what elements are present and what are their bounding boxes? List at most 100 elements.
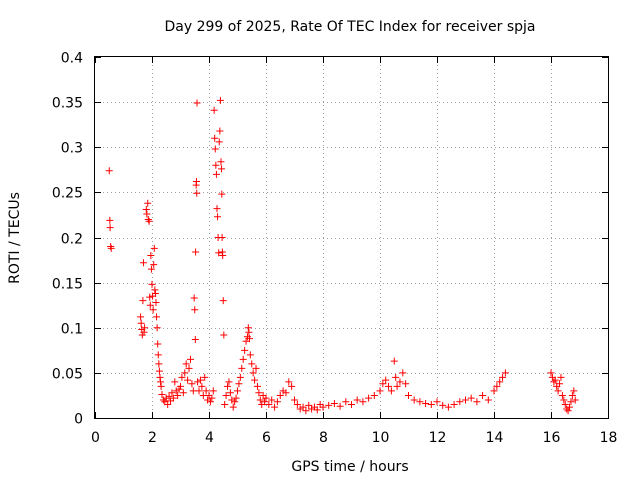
data-point — [229, 403, 237, 411]
chart-title: Day 299 of 2025, Rate Of TEC Index for r… — [164, 19, 535, 35]
data-point — [271, 403, 279, 411]
data-point — [216, 96, 224, 104]
data-point — [276, 391, 284, 399]
y-axis-label: ROTI / TECUs — [7, 192, 23, 284]
data-point — [210, 106, 218, 114]
data-point — [564, 407, 572, 415]
x-axis-label: GPS time / hours — [291, 459, 408, 475]
data-point — [155, 360, 163, 368]
data-point — [182, 360, 190, 368]
data-point — [214, 213, 222, 221]
data-point — [211, 145, 219, 153]
data-point — [206, 398, 214, 406]
data-point — [376, 387, 384, 395]
data-point — [560, 396, 568, 404]
data-point — [479, 391, 487, 399]
data-point — [144, 199, 152, 207]
data-point — [215, 138, 223, 146]
data-point — [143, 210, 151, 218]
data-point — [146, 301, 154, 309]
data-point — [302, 407, 310, 415]
data-point — [194, 378, 202, 386]
data-point — [558, 391, 566, 399]
data-point — [191, 335, 199, 343]
data-point — [282, 389, 290, 397]
data-point — [450, 400, 458, 408]
data-point — [201, 373, 209, 381]
data-point — [232, 394, 240, 402]
data-point — [238, 364, 246, 372]
data-point — [140, 328, 148, 336]
data-point — [157, 378, 165, 386]
y-tick-label: 0.25 — [52, 186, 83, 202]
data-point — [496, 378, 504, 386]
data-point — [390, 357, 398, 365]
data-point — [234, 387, 241, 395]
data-point — [319, 403, 327, 411]
data-point — [252, 364, 260, 372]
data-point — [162, 394, 170, 402]
data-point — [157, 382, 165, 390]
data-point — [268, 396, 276, 404]
data-point — [246, 351, 254, 359]
data-point — [248, 360, 256, 368]
data-point — [181, 369, 189, 377]
data-point — [365, 394, 373, 402]
data-point — [370, 391, 378, 399]
plot-frame — [94, 56, 609, 419]
data-point — [382, 376, 390, 384]
data-point — [499, 373, 507, 381]
data-points — [105, 96, 579, 415]
data-point — [244, 324, 252, 332]
data-point — [165, 392, 173, 400]
data-point — [342, 398, 350, 406]
data-point — [222, 391, 230, 399]
data-point — [493, 382, 501, 390]
data-point — [208, 394, 216, 402]
data-point — [330, 400, 338, 408]
data-point — [190, 294, 198, 302]
data-point — [198, 382, 206, 390]
data-point — [296, 405, 304, 413]
y-tick-label: 0.2 — [61, 232, 83, 248]
data-point — [154, 340, 162, 348]
y-tick-label: 0.15 — [52, 277, 83, 293]
data-point — [188, 380, 196, 388]
data-point — [433, 398, 441, 406]
y-tick-label: 0.3 — [61, 141, 83, 157]
x-tick-label: 16 — [543, 430, 561, 446]
data-point — [393, 382, 401, 390]
data-point — [467, 394, 475, 402]
data-point — [220, 331, 228, 339]
data-point — [106, 224, 114, 232]
data-point — [285, 378, 293, 386]
data-point — [422, 400, 430, 408]
data-point — [159, 396, 167, 404]
data-point — [186, 355, 194, 363]
y-tick-label: 0.05 — [52, 367, 83, 383]
data-point — [178, 373, 186, 381]
data-point — [139, 297, 147, 305]
data-point — [325, 401, 333, 409]
data-point — [146, 293, 154, 301]
data-point — [251, 376, 259, 384]
x-tick-label: 2 — [148, 430, 157, 446]
data-point — [164, 400, 172, 408]
x-tick-label: 12 — [429, 430, 447, 446]
data-point — [261, 398, 269, 406]
data-point — [462, 396, 469, 404]
data-point — [249, 369, 257, 377]
data-point — [308, 405, 316, 413]
data-point — [567, 398, 575, 406]
data-point — [137, 319, 145, 327]
x-tick-label: 4 — [205, 430, 214, 446]
data-point — [305, 401, 313, 409]
data-point — [218, 234, 226, 241]
data-point — [202, 387, 210, 395]
data-point — [150, 244, 158, 252]
data-point — [427, 400, 435, 408]
data-point — [385, 382, 393, 390]
data-point — [218, 165, 226, 173]
data-point — [155, 367, 163, 375]
data-point — [212, 170, 220, 178]
